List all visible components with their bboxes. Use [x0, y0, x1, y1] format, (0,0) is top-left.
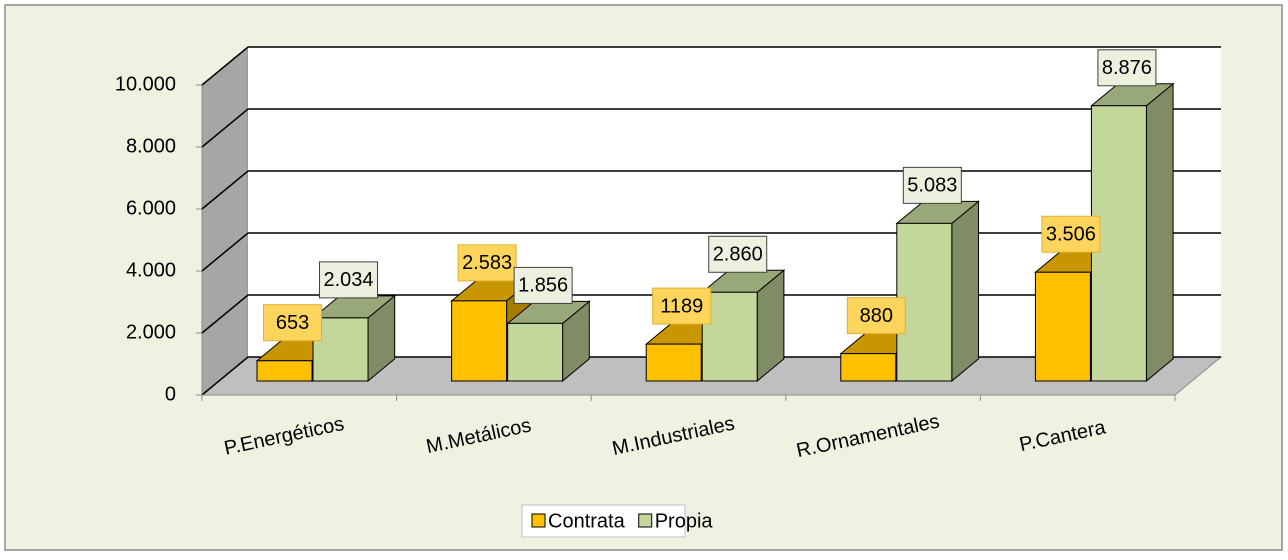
- bar-front: [507, 322, 564, 382]
- data-label: 2.860: [713, 244, 763, 266]
- bar-front: [840, 353, 897, 382]
- bar-front: [645, 343, 702, 382]
- data-label-box: [708, 235, 768, 273]
- data-label: 2.034: [323, 269, 373, 291]
- bar-front: [256, 360, 313, 382]
- bar: [700, 269, 786, 383]
- data-label-box: [1097, 49, 1157, 87]
- legend-label: Propia: [655, 510, 714, 532]
- bar: [895, 200, 980, 383]
- grid-line: [201, 170, 1221, 210]
- data-label: 5.083: [907, 175, 957, 197]
- y-tick-label: 4.000: [126, 259, 176, 281]
- bar: [1090, 82, 1175, 383]
- grid-line: [201, 46, 1221, 86]
- y-tick-label: 10.000: [115, 73, 176, 95]
- bar-front: [1034, 271, 1091, 382]
- y-tick-label: 6.000: [126, 197, 176, 219]
- data-label: 880: [860, 305, 893, 327]
- bar-side: [951, 200, 979, 383]
- data-label: 1189: [660, 295, 703, 317]
- legend-box: [521, 504, 686, 538]
- data-label: 1.856: [518, 275, 568, 297]
- bar: [311, 294, 397, 383]
- data-label: 8.876: [1102, 57, 1152, 79]
- legend-swatch: [638, 513, 653, 528]
- legend-label: Contrata: [548, 510, 626, 532]
- data-label-box: [902, 166, 962, 204]
- bar: [506, 300, 591, 383]
- data-label-box: [263, 304, 323, 342]
- data-label-box: [1041, 215, 1101, 253]
- data-label-box: [457, 244, 517, 282]
- legend: Contrata Propia: [521, 504, 714, 538]
- data-label: 3.506: [1046, 224, 1096, 246]
- bar-side: [1145, 82, 1174, 383]
- legend-swatch: [531, 513, 546, 528]
- bar-front: [1090, 105, 1147, 382]
- data-label-box: [513, 266, 573, 304]
- y-tick-label: 8.000: [126, 135, 176, 157]
- data-label-box: [652, 287, 712, 325]
- y-tick-label: 0: [165, 383, 176, 405]
- bar-front: [896, 222, 953, 382]
- y-tick-label: 2.000: [126, 321, 176, 343]
- grid-line: [201, 108, 1221, 148]
- left-wall: [201, 45, 249, 397]
- data-label-box: [319, 261, 379, 299]
- data-label: 653: [276, 312, 309, 334]
- data-label: 2.583: [462, 252, 512, 274]
- data-label-box: [846, 297, 906, 335]
- bar-front: [451, 300, 508, 382]
